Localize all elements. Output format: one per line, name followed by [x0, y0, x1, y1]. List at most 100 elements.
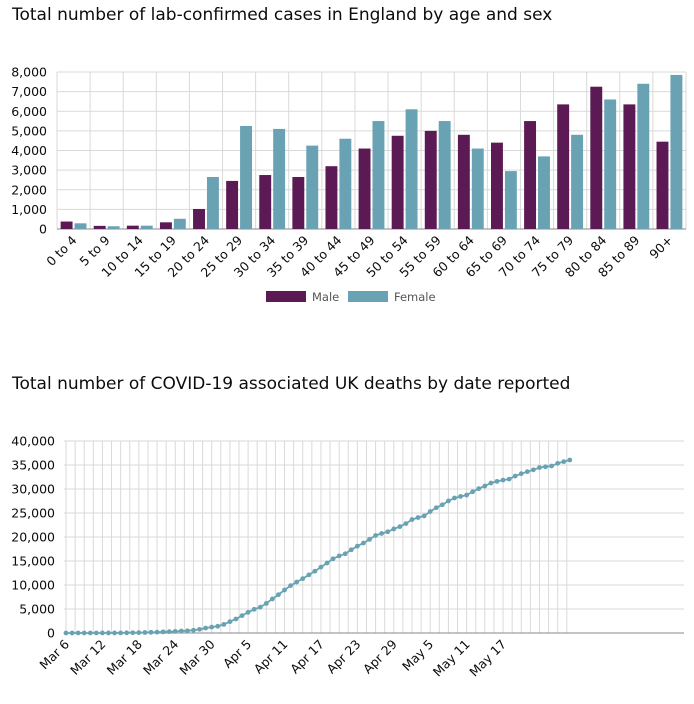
- deaths-data-point: [342, 551, 348, 557]
- x-tick-label: Apr 11: [251, 637, 291, 677]
- male-bar: [391, 135, 404, 229]
- deaths-data-point: [294, 579, 300, 585]
- deaths-data-point: [506, 476, 512, 482]
- x-tick-label: Mar 18: [104, 636, 145, 677]
- y-tick-label: 15,000: [11, 554, 55, 569]
- male-bar: [491, 142, 503, 229]
- female-bar: [206, 176, 219, 229]
- deaths-data-point: [476, 486, 482, 492]
- deaths-data-point: [178, 628, 184, 634]
- deaths-data-point: [330, 556, 336, 562]
- deaths-chart-title: Total number of COVID-19 associated UK d…: [12, 374, 571, 394]
- deaths-data-point: [112, 630, 117, 636]
- deaths-data-point: [118, 630, 124, 636]
- deaths-data-point: [518, 471, 524, 477]
- deaths-data-point: [354, 543, 360, 549]
- male-bar: [159, 222, 172, 229]
- y-tick-label: 25,000: [11, 506, 55, 521]
- female-bar: [273, 128, 286, 229]
- female-bar: [571, 134, 584, 229]
- male-bar: [656, 141, 669, 229]
- female-bar: [637, 83, 650, 230]
- deaths-data-point: [81, 630, 87, 636]
- deaths-data-point: [215, 623, 221, 629]
- y-tick-label: 30,000: [11, 482, 55, 497]
- x-tick-label: Mar 24: [140, 636, 181, 677]
- male-legend-swatch: [266, 291, 306, 302]
- x-tick-label: Apr 5: [220, 637, 254, 671]
- deaths-data-point: [69, 630, 75, 636]
- deaths-data-point: [251, 606, 257, 612]
- deaths-data-point: [530, 467, 536, 473]
- male-bar: [457, 134, 470, 229]
- y-tick-label: 4,000: [11, 143, 47, 158]
- deaths-data-point: [348, 547, 354, 553]
- male-legend-label: Male: [312, 290, 339, 304]
- female-bar: [74, 223, 87, 229]
- deaths-data-point: [379, 531, 385, 536]
- y-tick-label: 1,000: [11, 202, 47, 217]
- deaths-data-point: [537, 465, 542, 470]
- male-bar: [93, 225, 106, 229]
- deaths-data-point: [257, 604, 263, 610]
- cases-by-age-sex-chart: 0 1,000 2,000 3,000 4,000 5,000 6,000 7,000 8,00…: [11, 65, 687, 304]
- deaths-data-point: [409, 517, 415, 522]
- deaths-data-point: [282, 587, 287, 593]
- deaths-data-point: [276, 592, 281, 598]
- deaths-data-point: [397, 524, 403, 530]
- deaths-data-point: [93, 630, 99, 636]
- deaths-data-point: [446, 498, 451, 504]
- female-bar: [306, 145, 319, 229]
- deaths-data-point: [160, 629, 166, 635]
- deaths-data-point: [421, 513, 427, 519]
- y-tick-label: 7,000: [11, 84, 47, 99]
- female-bar: [372, 121, 385, 229]
- deaths-data-point: [324, 560, 330, 566]
- male-bar: [226, 180, 239, 229]
- deaths-data-point: [154, 629, 160, 635]
- y-tick-label: 2,000: [11, 182, 47, 197]
- deaths-data-point: [172, 628, 178, 634]
- deaths-data-point: [415, 515, 421, 520]
- deaths-data-point: [239, 613, 245, 619]
- female-bar: [339, 138, 352, 229]
- female-bar: [670, 74, 683, 229]
- female-bar: [538, 156, 550, 229]
- deaths-data-point: [288, 583, 293, 588]
- deaths-data-point: [87, 630, 93, 636]
- y-tick-label: 5,000: [11, 123, 47, 138]
- female-bar: [240, 125, 252, 229]
- deaths-data-point: [75, 630, 81, 636]
- cases-chart-title: Total number of lab-confirmed cases in E…: [12, 5, 553, 25]
- deaths-data-point: [142, 630, 148, 635]
- deaths-data-point: [191, 627, 196, 633]
- deaths-data-point: [106, 630, 111, 636]
- deaths-data-point: [233, 616, 239, 622]
- deaths-data-point: [148, 629, 154, 635]
- y-tick-label: 3,000: [11, 163, 47, 178]
- deaths-data-point: [555, 460, 561, 466]
- deaths-data-point: [403, 521, 409, 526]
- deaths-data-point: [361, 540, 366, 546]
- x-tick-label: May 11: [430, 637, 473, 680]
- deaths-data-point: [300, 576, 306, 582]
- female-bar: [471, 148, 484, 229]
- deaths-data-point: [130, 630, 136, 636]
- deaths-data-point: [336, 553, 342, 559]
- deaths-data-point: [306, 572, 312, 578]
- deaths-data-point: [524, 469, 530, 475]
- deaths-data-point: [136, 630, 142, 636]
- y-tick-label: 0: [39, 222, 47, 237]
- deaths-data-point: [166, 629, 172, 635]
- male-bar: [126, 225, 139, 229]
- female-bar: [173, 218, 186, 229]
- female-bar: [405, 109, 418, 229]
- deaths-data-point: [318, 564, 324, 570]
- deaths-data-point: [458, 494, 463, 499]
- y-tick-label: 40,000: [11, 434, 55, 449]
- deaths-data-point: [269, 596, 275, 602]
- deaths-data-point: [500, 477, 506, 483]
- female-legend-label: Female: [394, 290, 436, 304]
- deaths-data-point: [245, 609, 251, 615]
- male-bar: [524, 121, 537, 229]
